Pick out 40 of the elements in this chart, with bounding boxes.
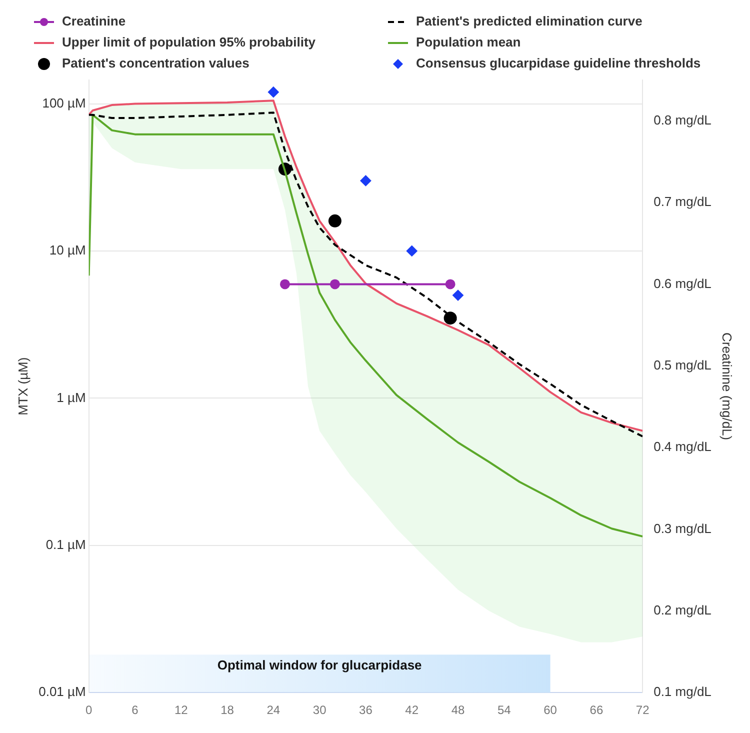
x-tick-label: 6 — [132, 703, 139, 718]
x-tick-label: 54 — [497, 703, 512, 718]
y2-tick-label: 0.3 mg/dL — [654, 520, 712, 536]
y-tick-label: 0.01 µM — [38, 684, 86, 700]
y2-tick-label: 0.8 mg/dL — [654, 112, 712, 128]
point — [452, 290, 464, 301]
band-label: Optimal window for glucarpidase — [217, 658, 422, 673]
x-tick-label: 36 — [359, 703, 373, 718]
legend-label: Upper limit of population 95% probability — [62, 34, 316, 50]
legend-label: Creatinine — [62, 14, 126, 29]
legend-label: Consensus glucarpidase guideline thresholds — [416, 56, 701, 71]
x-tick-label: 60 — [544, 703, 558, 718]
y-tick-label: 1 µM — [56, 390, 86, 405]
y2-axis-title: Creatinine (mg/dL) — [720, 332, 735, 440]
x-tick-label: 18 — [220, 703, 234, 718]
x-tick-label: 30 — [312, 703, 327, 718]
y-axis-title: MTX (µM) — [15, 357, 30, 416]
y2-tick-label: 0.6 mg/dL — [654, 276, 712, 291]
x-tick-label: 0 — [85, 703, 92, 718]
x-tick-label: 42 — [405, 703, 419, 718]
legend-label: Patient's concentration values — [62, 56, 250, 71]
y2-tick-label: 0.1 mg/dL — [654, 684, 712, 700]
x-tick-label: 66 — [590, 703, 604, 718]
y2-tick-label: 0.5 mg/dL — [654, 357, 712, 372]
point — [406, 245, 418, 256]
x-tick-label: 12 — [174, 703, 188, 718]
point — [268, 86, 279, 98]
y2-tick-label: 0.7 mg/dL — [654, 194, 712, 210]
y2-tick-label: 0.4 mg/dL — [654, 439, 712, 454]
y-tick-label: 0.1 µM — [46, 536, 86, 552]
point — [328, 214, 342, 228]
y-tick-label: 100 µM — [42, 95, 86, 110]
x-tick-label: 24 — [266, 703, 280, 718]
legend-label: Population mean — [416, 34, 521, 50]
x-tick-label: 48 — [451, 703, 465, 718]
x-tick-label: 72 — [636, 703, 650, 718]
y2-tick-label: 0.2 mg/dL — [654, 602, 712, 618]
y-tick-label: 10 µM — [49, 242, 86, 258]
legend-label: Patient's predicted elimination curve — [416, 14, 642, 29]
point — [360, 175, 372, 186]
